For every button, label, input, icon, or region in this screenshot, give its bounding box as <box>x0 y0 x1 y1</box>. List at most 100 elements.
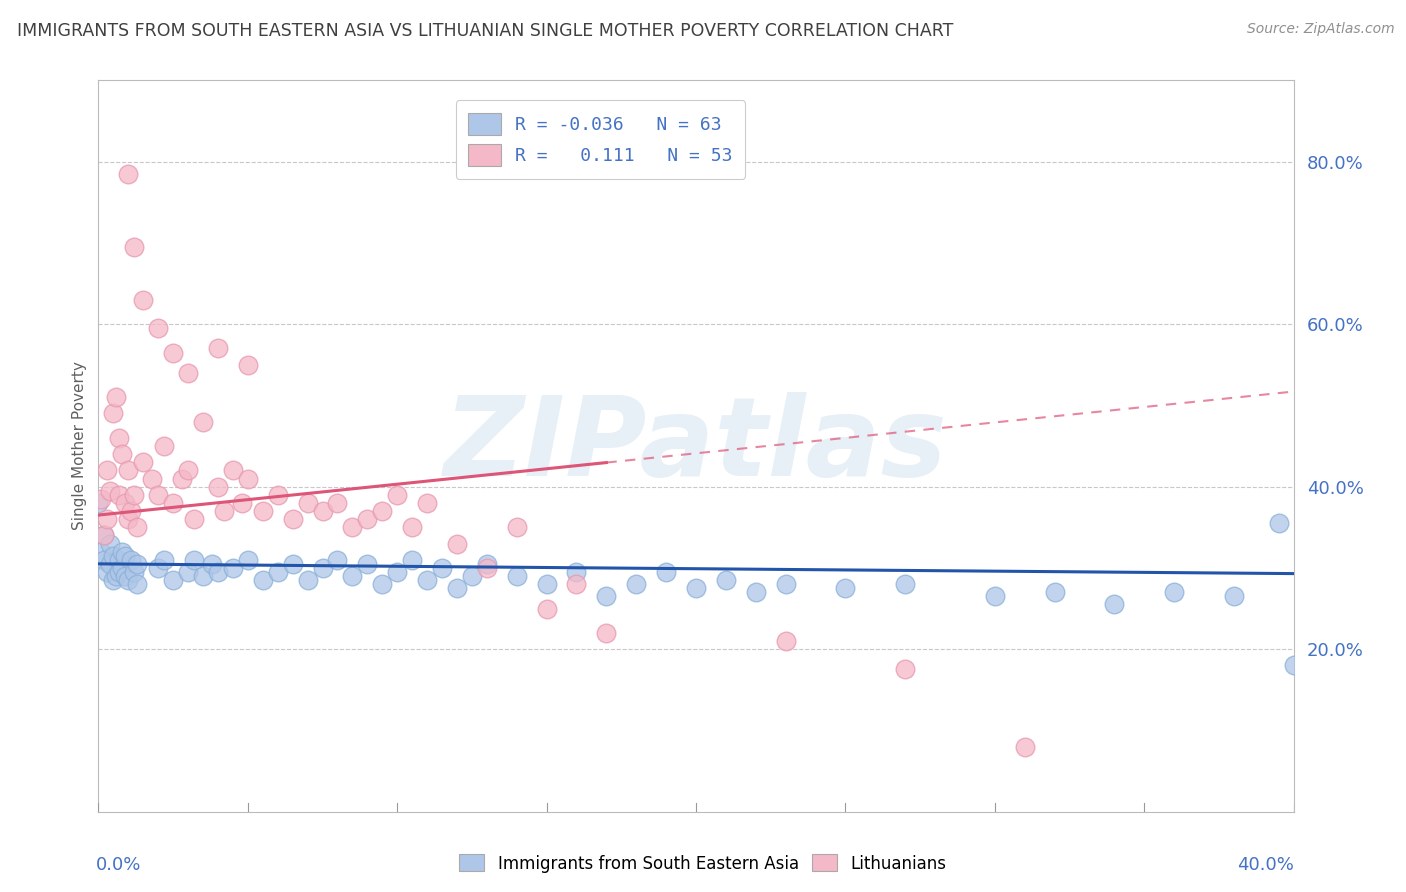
Point <box>536 577 558 591</box>
Point <box>177 565 200 579</box>
Point <box>162 345 184 359</box>
Legend: R = -0.036   N = 63, R =   0.111   N = 53: R = -0.036 N = 63, R = 0.111 N = 53 <box>456 100 745 178</box>
Point <box>1104 598 1126 612</box>
Point <box>342 520 364 534</box>
Point <box>416 573 439 587</box>
Point <box>775 577 797 591</box>
Point <box>108 565 131 579</box>
Point <box>114 569 136 583</box>
Point <box>141 471 163 485</box>
Point <box>231 496 253 510</box>
Point <box>475 557 498 571</box>
Point <box>132 293 155 307</box>
Point <box>371 504 394 518</box>
Point <box>90 491 112 506</box>
Point <box>775 634 797 648</box>
Point <box>96 463 118 477</box>
Point <box>626 577 648 591</box>
Point <box>446 581 468 595</box>
Point <box>105 569 128 583</box>
Point <box>183 553 205 567</box>
Point <box>222 561 245 575</box>
Point <box>207 480 229 494</box>
Point <box>267 565 290 579</box>
Point <box>401 553 423 567</box>
Point <box>132 455 155 469</box>
Point <box>236 358 259 372</box>
Point <box>117 463 139 477</box>
Point <box>117 573 139 587</box>
Point <box>342 569 364 583</box>
Point <box>111 544 134 558</box>
Point <box>326 553 349 567</box>
Point <box>401 520 423 534</box>
Point <box>416 496 439 510</box>
Point <box>984 590 1007 604</box>
Point <box>236 471 259 485</box>
Text: Source: ZipAtlas.com: Source: ZipAtlas.com <box>1247 22 1395 37</box>
Point <box>124 240 146 254</box>
Point <box>111 561 134 575</box>
Point <box>475 561 498 575</box>
Point <box>148 321 170 335</box>
Point <box>108 488 131 502</box>
Point <box>183 512 205 526</box>
Point <box>311 504 333 518</box>
Point <box>252 504 274 518</box>
Point <box>222 463 245 477</box>
Point <box>212 504 235 518</box>
Point <box>127 520 149 534</box>
Point <box>177 463 200 477</box>
Point <box>162 496 184 510</box>
Point <box>103 549 125 563</box>
Point <box>108 553 131 567</box>
Point <box>714 573 737 587</box>
Point <box>120 504 142 518</box>
Point <box>356 512 378 526</box>
Point <box>191 569 214 583</box>
Text: IMMIGRANTS FROM SOUTH EASTERN ASIA VS LITHUANIAN SINGLE MOTHER POVERTY CORRELATI: IMMIGRANTS FROM SOUTH EASTERN ASIA VS LI… <box>17 22 953 40</box>
Point <box>745 585 768 599</box>
Point <box>172 471 194 485</box>
Point <box>834 581 856 595</box>
Point <box>236 553 259 567</box>
Point <box>595 590 617 604</box>
Point <box>108 431 131 445</box>
Point <box>98 557 122 571</box>
Point <box>162 573 184 587</box>
Point <box>461 569 484 583</box>
Point <box>127 557 149 571</box>
Point <box>506 520 529 534</box>
Point <box>98 536 122 550</box>
Point <box>1043 585 1066 599</box>
Point <box>148 561 170 575</box>
Point <box>153 439 176 453</box>
Point <box>1223 590 1246 604</box>
Point <box>356 557 378 571</box>
Point <box>103 573 125 587</box>
Point <box>281 557 304 571</box>
Point <box>685 581 707 595</box>
Point <box>1014 739 1036 754</box>
Point <box>595 626 617 640</box>
Point <box>93 553 115 567</box>
Point <box>111 447 134 461</box>
Point <box>565 565 588 579</box>
Text: 0.0%: 0.0% <box>96 856 141 874</box>
Point <box>117 512 139 526</box>
Point <box>124 488 146 502</box>
Point <box>655 565 678 579</box>
Point <box>127 577 149 591</box>
Point <box>120 553 142 567</box>
Point <box>177 366 200 380</box>
Point <box>385 565 409 579</box>
Point <box>124 565 146 579</box>
Point <box>385 488 409 502</box>
Point <box>1282 658 1305 673</box>
Point <box>536 601 558 615</box>
Point <box>565 577 588 591</box>
Point <box>894 577 917 591</box>
Point <box>281 512 304 526</box>
Point <box>93 528 115 542</box>
Point <box>117 167 139 181</box>
